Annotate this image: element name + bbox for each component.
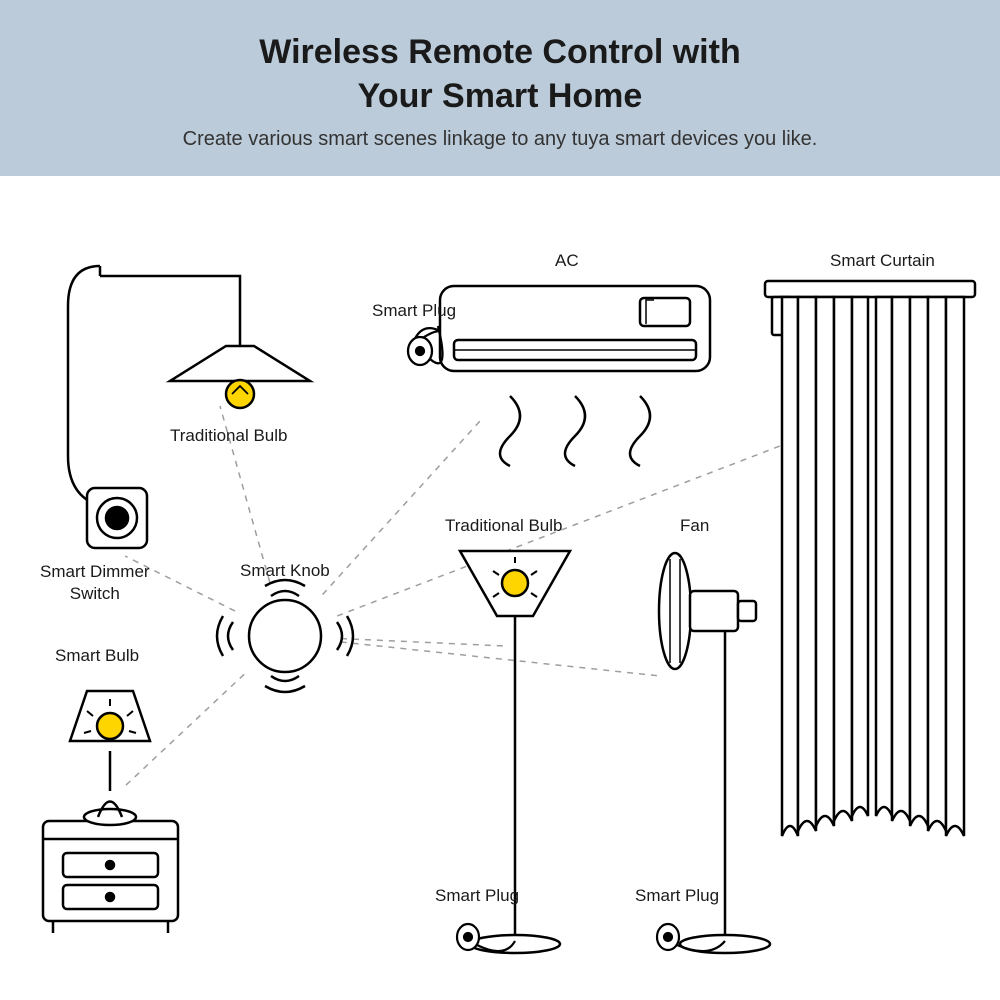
ac-smart-plug-icon [400,321,470,391]
dimmer-switch-label: Smart Dimmer Switch [40,561,150,604]
dimmer-switch-icon [85,486,155,556]
table-lamp-icon [35,671,195,941]
floor-lamp-plug-icon [450,911,520,971]
floor-lamp-label: Traditional Bulb [445,516,563,536]
smart-knob-icon [205,576,365,706]
ac-smart-plug-label: Smart Plug [372,301,456,321]
header-banner: Wireless Remote Control with Your Smart … [0,0,1000,176]
title-line-1: Wireless Remote Control with [259,33,740,71]
pendant-lamp-label: Traditional Bulb [170,426,288,446]
title-line-2: Your Smart Home [358,77,643,115]
smart-curtain-icon [760,276,990,846]
floor-lamp-plug-label: Smart Plug [435,886,519,906]
fan-plug-label: Smart Plug [635,886,719,906]
fan-label: Fan [680,516,709,536]
page-title: Wireless Remote Control with Your Smart … [0,30,1000,118]
ac-unit-icon [430,276,720,466]
smart-bulb-label: Smart Bulb [55,646,139,666]
diagram-canvas: Traditional Bulb Smart Dimmer Switch Sma… [0,176,1000,976]
dimmer-switch-label-text: Smart Dimmer Switch [40,562,150,602]
fan-plug-icon [650,911,730,971]
page-subtitle: Create various smart scenes linkage to a… [0,128,1000,151]
smart-curtain-label: Smart Curtain [830,251,935,271]
ac-label: AC [555,251,579,271]
